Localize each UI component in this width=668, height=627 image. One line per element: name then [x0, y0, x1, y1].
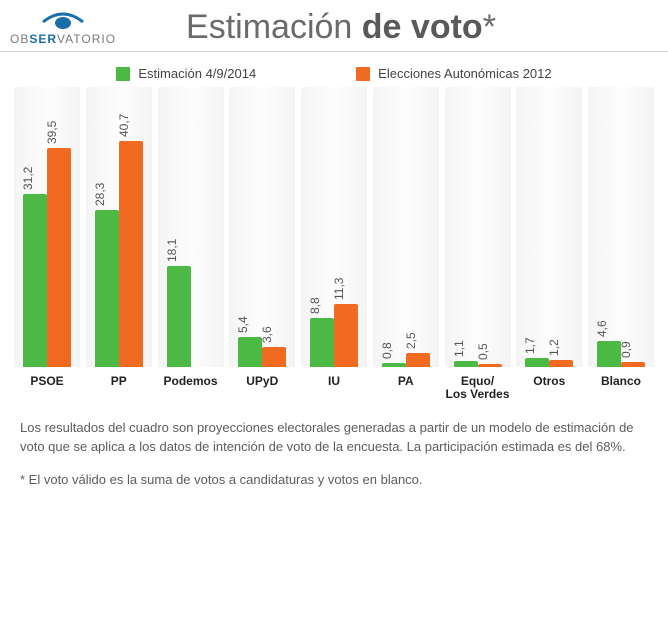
category-label: PA: [398, 375, 414, 401]
bar-value-label: 2,5: [404, 332, 418, 349]
logo: OBSERVATORIO: [10, 10, 116, 46]
bar-series1: 18,1: [167, 266, 191, 367]
bar-group: 28,340,7PP: [86, 87, 152, 401]
bar-pair: 0,82,5: [373, 87, 439, 367]
bar-group: 18,1 Podemos: [158, 87, 224, 401]
bar-series1: 4,6: [597, 341, 621, 367]
title-bold: de voto: [362, 8, 483, 46]
bar-value-label: 1,1: [452, 340, 466, 357]
bar-chart: 31,239,5PSOE28,340,7PP18,1Podemos5,43,6U…: [0, 91, 668, 401]
bar-value-label: 0,9: [619, 341, 633, 358]
category-label: UPyD: [246, 375, 278, 401]
bar-group: 0,82,5PA: [373, 87, 439, 401]
category-label: Otros: [533, 375, 565, 401]
bar-pair: 1,10,5: [445, 87, 511, 367]
bar-value-label: 0,5: [476, 343, 490, 360]
bar-value-label: 1,2: [547, 340, 561, 357]
bar-series1: 31,2: [23, 194, 47, 367]
legend-swatch-1: [116, 67, 130, 81]
footnote-2: * El voto válido es la suma de votos a c…: [20, 471, 648, 490]
bar-value-label: 8,8: [308, 297, 322, 314]
logo-eye-icon: [39, 10, 87, 30]
title-asterisk: *: [483, 8, 496, 46]
header: OBSERVATORIO Estimación de voto*: [0, 0, 668, 52]
bar-pair: 5,43,6: [229, 87, 295, 367]
legend-swatch-2: [356, 67, 370, 81]
bar-value-label: 0,8: [380, 342, 394, 359]
category-label: Blanco: [601, 375, 641, 401]
bar-series1: 0,8: [382, 363, 406, 367]
bar-series2: 0,9: [621, 362, 645, 367]
legend-label-1: Estimación 4/9/2014: [138, 66, 256, 81]
legend-label-2: Elecciones Autonómicas 2012: [378, 66, 551, 81]
logo-prefix: OB: [10, 32, 29, 46]
bar-pair: 4,60,9: [588, 87, 654, 367]
bar-group: 8,811,3IU: [301, 87, 367, 401]
bar-value-label: 4,6: [595, 321, 609, 338]
category-label: Podemos: [163, 375, 217, 401]
bar-group: 1,10,5Equo/Los Verdes: [445, 87, 511, 401]
bar-group: 31,239,5PSOE: [14, 87, 80, 401]
bar-value-label: 39,5: [45, 120, 59, 143]
bar-pair: 28,340,7: [86, 87, 152, 367]
legend-item-1: Estimación 4/9/2014: [116, 66, 256, 81]
legend-item-2: Elecciones Autonómicas 2012: [356, 66, 551, 81]
chart-legend: Estimación 4/9/2014 Elecciones Autonómic…: [0, 52, 668, 91]
bar-pair: 31,239,5: [14, 87, 80, 367]
category-label: PSOE: [30, 375, 63, 401]
footnotes: Los resultados del cuadro son proyeccion…: [0, 401, 668, 490]
bar-series1: 8,8: [310, 318, 334, 367]
bar-group: 5,43,6UPyD: [229, 87, 295, 401]
bar-group: 1,71,2Otros: [516, 87, 582, 401]
category-label: Equo/Los Verdes: [445, 375, 509, 401]
bar-series2: 2,5: [406, 353, 430, 367]
bar-value-label: 31,2: [21, 166, 35, 189]
bar-value-label: 18,1: [165, 239, 179, 262]
bar-series2: 1,2: [549, 360, 573, 367]
bar-series2: 0,5: [478, 364, 502, 367]
bar-value-label: 3,6: [260, 326, 274, 343]
page-title: Estimación de voto*: [186, 8, 648, 47]
bar-pair: 8,811,3: [301, 87, 367, 367]
bar-pair: 1,71,2: [516, 87, 582, 367]
bar-series1: 28,3: [95, 210, 119, 367]
bar-series2: 39,5: [47, 148, 71, 367]
title-light: Estimación: [186, 8, 362, 46]
bar-series2: 3,6: [262, 347, 286, 367]
bar-series1: 5,4: [238, 337, 262, 367]
bar-value-label: 28,3: [93, 182, 107, 205]
bar-group: 4,60,9Blanco: [588, 87, 654, 401]
logo-text: OBSERVATORIO: [10, 32, 116, 46]
footnote-1: Los resultados del cuadro son proyeccion…: [20, 419, 648, 457]
category-label: IU: [328, 375, 340, 401]
bar-value-label: 11,3: [332, 278, 346, 300]
bar-pair: 18,1: [158, 87, 224, 367]
bar-series2: 40,7: [119, 141, 143, 367]
category-label: PP: [111, 375, 127, 401]
bar-series1: 1,7: [525, 358, 549, 367]
bar-value-label: 5,4: [236, 316, 250, 333]
bar-series2: 11,3: [334, 304, 358, 367]
bar-value-label: 40,7: [117, 114, 131, 137]
logo-suffix: VATORIO: [57, 32, 116, 46]
bar-value-label: 1,7: [523, 337, 537, 354]
bar-series1: 1,1: [454, 361, 478, 367]
logo-mid: SER: [29, 32, 57, 46]
